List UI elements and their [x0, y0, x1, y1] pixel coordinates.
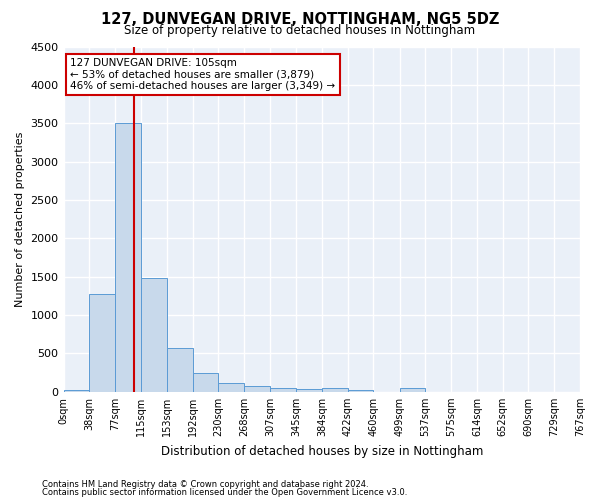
- Text: Contains HM Land Registry data © Crown copyright and database right 2024.: Contains HM Land Registry data © Crown c…: [42, 480, 368, 489]
- Bar: [322, 388, 347, 392]
- Text: Contains public sector information licensed under the Open Government Licence v3: Contains public sector information licen…: [42, 488, 407, 497]
- Y-axis label: Number of detached properties: Number of detached properties: [15, 132, 25, 307]
- Bar: [347, 390, 373, 392]
- X-axis label: Distribution of detached houses by size in Nottingham: Distribution of detached houses by size …: [161, 444, 483, 458]
- Bar: [193, 374, 218, 392]
- Text: 127, DUNVEGAN DRIVE, NOTTINGHAM, NG5 5DZ: 127, DUNVEGAN DRIVE, NOTTINGHAM, NG5 5DZ: [101, 12, 499, 28]
- Bar: [270, 388, 296, 392]
- Bar: [64, 390, 89, 392]
- Bar: [115, 123, 141, 392]
- Text: Size of property relative to detached houses in Nottingham: Size of property relative to detached ho…: [124, 24, 476, 37]
- Text: 127 DUNVEGAN DRIVE: 105sqm
← 53% of detached houses are smaller (3,879)
46% of s: 127 DUNVEGAN DRIVE: 105sqm ← 53% of deta…: [70, 58, 335, 91]
- Bar: [400, 388, 425, 392]
- Bar: [218, 383, 244, 392]
- Bar: [89, 294, 115, 392]
- Bar: [296, 388, 322, 392]
- Bar: [167, 348, 193, 392]
- Bar: [244, 386, 270, 392]
- Bar: [141, 278, 167, 392]
